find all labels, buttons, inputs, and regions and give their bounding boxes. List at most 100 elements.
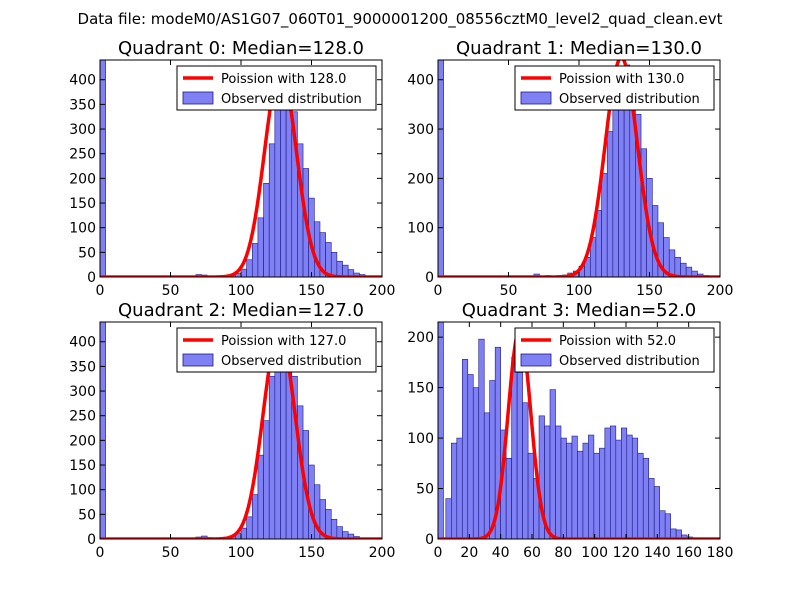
x-tick-label: 0 — [96, 545, 105, 561]
x-tick-label: 150 — [298, 283, 325, 299]
x-tick-label: 100 — [566, 283, 593, 299]
histogram-bar — [604, 427, 611, 539]
x-tick-label: 80 — [554, 545, 572, 561]
y-tick-label: 400 — [69, 335, 96, 351]
y-tick-label: 100 — [69, 221, 96, 237]
histogram-bar — [631, 437, 639, 539]
histogram-bar — [445, 498, 452, 539]
histogram-bar — [664, 513, 671, 539]
y-tick-label: 200 — [69, 171, 96, 187]
legend-label-observed: Observed distribution — [559, 354, 700, 369]
y-tick-label: 300 — [69, 384, 96, 400]
figure-suptitle: Data file: modeM0/AS1G07_060T01_90000012… — [78, 10, 723, 29]
histogram-bar — [336, 260, 343, 277]
y-tick-label: 400 — [69, 73, 96, 89]
y-tick-label: 200 — [69, 433, 96, 449]
x-tick-label: 60 — [523, 545, 541, 561]
histogram-bar — [522, 402, 529, 539]
histogram-bar — [571, 435, 578, 539]
x-tick-label: 200 — [369, 545, 396, 561]
histogram-bar — [659, 510, 666, 539]
x-tick-label: 100 — [228, 545, 255, 561]
panel-title: Quadrant 0: Median=128.0 — [118, 38, 364, 59]
y-tick-label: 100 — [407, 431, 434, 447]
histogram-bar — [566, 442, 573, 539]
x-tick-label: 100 — [228, 283, 255, 299]
y-tick-label: 100 — [69, 483, 96, 499]
y-tick-label: 150 — [407, 381, 434, 397]
histogram-bar — [516, 372, 523, 539]
histogram-bar — [505, 457, 512, 539]
y-tick-label: 250 — [69, 147, 96, 163]
histogram-bar — [478, 338, 485, 539]
x-tick-label: 140 — [644, 545, 671, 561]
x-tick-label: 100 — [581, 545, 608, 561]
histogram-bar — [511, 357, 518, 539]
histogram-bar — [653, 486, 660, 539]
legend: Poission with 127.0 Observed distribution — [176, 327, 377, 373]
x-tick-label: 0 — [96, 283, 105, 299]
histogram-bars — [100, 60, 372, 277]
histogram-bar — [527, 452, 534, 539]
x-tick-label: 200 — [369, 283, 396, 299]
histogram-bar — [246, 516, 253, 539]
x-tick-label: 150 — [636, 283, 663, 299]
histogram-bar — [330, 252, 338, 277]
histogram-bar — [257, 454, 264, 539]
x-tick-label: 50 — [500, 283, 518, 299]
histogram-bar — [595, 210, 602, 277]
histogram-bar — [100, 60, 106, 277]
histogram-bar — [263, 420, 270, 539]
histogram-bar — [274, 99, 281, 277]
legend-label-poisson: Poission with 52.0 — [559, 334, 676, 349]
y-tick-label: 200 — [407, 330, 434, 346]
histogram-bar — [330, 518, 338, 539]
y-tick-label: 350 — [69, 97, 96, 113]
histogram-bar — [606, 131, 614, 277]
histogram-bar — [451, 442, 458, 539]
histogram-bar — [610, 425, 617, 539]
histogram-bar — [549, 389, 556, 539]
histogram-bar — [593, 452, 600, 539]
x-tick-label: 40 — [492, 545, 510, 561]
legend-label-poisson: Poission with 128.0 — [221, 72, 346, 87]
legend-bar-swatch — [182, 353, 214, 367]
x-tick-label: 200 — [707, 283, 734, 299]
histogram-bar — [648, 478, 655, 539]
histogram-bar — [246, 259, 253, 277]
panel-title: Quadrant 3: Median=52.0 — [462, 300, 697, 321]
x-tick-label: 180 — [707, 545, 734, 561]
histogram-bar — [588, 434, 595, 539]
y-tick-label: 50 — [78, 245, 96, 261]
legend: Poission with 130.0 Observed distribution — [514, 65, 715, 111]
legend: Poission with 128.0 Observed distribution — [176, 65, 377, 111]
x-tick-label: 160 — [675, 545, 702, 561]
y-tick-label: 350 — [69, 359, 96, 375]
y-tick-label: 0 — [87, 532, 96, 548]
y-tick-label: 300 — [69, 122, 96, 138]
y-tick-label: 50 — [78, 507, 96, 523]
histogram-bar — [251, 494, 259, 539]
legend-label-observed: Observed distribution — [221, 354, 362, 369]
x-tick-label: 0 — [434, 545, 443, 561]
histogram-bar — [620, 427, 628, 539]
histogram-bar — [438, 322, 444, 539]
y-tick-label: 300 — [407, 122, 434, 138]
histogram-bar — [599, 447, 606, 539]
legend-label-poisson: Poission with 130.0 — [559, 72, 684, 87]
panel-title: Quadrant 2: Median=127.0 — [118, 300, 364, 321]
chart-panel-0: Quadrant 0: Median=128.0 0 50 100 150 200 0 50 1… — [69, 38, 395, 299]
histogram-bar — [642, 457, 650, 539]
x-tick-label: 50 — [162, 283, 180, 299]
histogram-bar — [467, 374, 474, 539]
poisson-curve — [100, 68, 382, 277]
chart-panel-1: Quadrant 1: Median=130.0 0 50 100 150 200 0 100… — [407, 38, 733, 299]
chart-panel-2: Quadrant 2: Median=127.0 0 50 100 150 200 0 50 1… — [69, 300, 395, 561]
histogram-bar — [325, 509, 332, 539]
histogram-bar — [251, 243, 259, 277]
histogram-bar — [257, 217, 264, 277]
y-tick-label: 200 — [407, 171, 434, 187]
legend-bar-swatch — [182, 91, 214, 105]
panel-title: Quadrant 1: Median=130.0 — [456, 38, 702, 59]
x-tick-label: 120 — [613, 545, 640, 561]
